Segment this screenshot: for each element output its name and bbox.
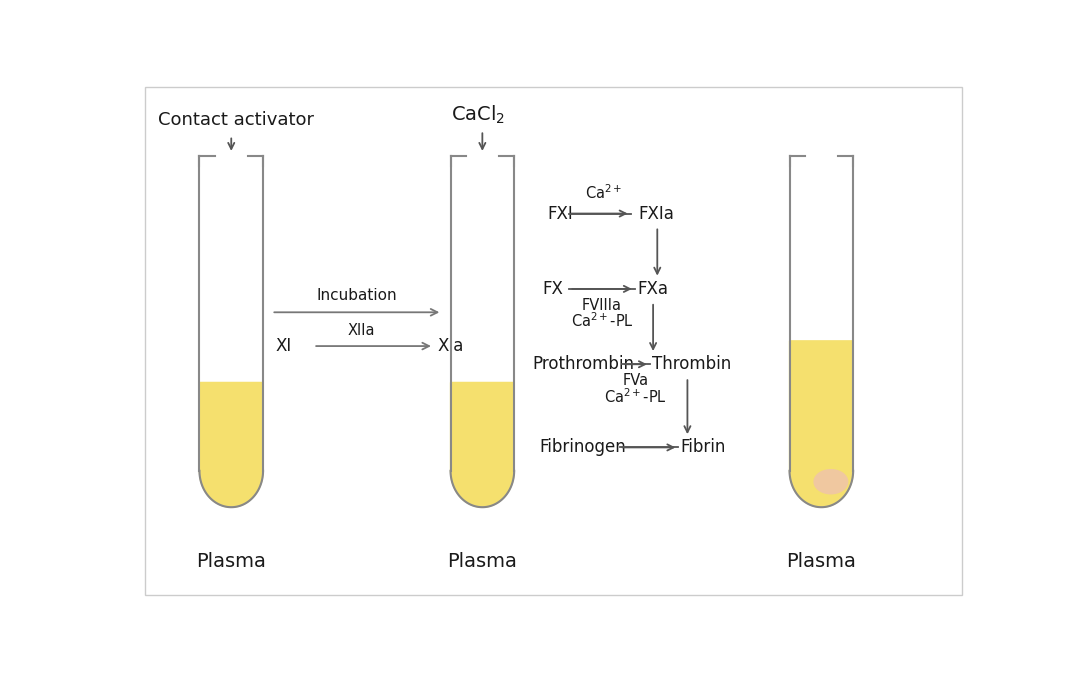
Text: XIIa: XIIa <box>348 323 375 338</box>
Text: Contact activator: Contact activator <box>159 111 314 129</box>
Text: Plasma: Plasma <box>197 552 266 571</box>
Text: FVIIIa: FVIIIa <box>582 298 622 313</box>
Text: Fibrinogen: Fibrinogen <box>539 439 626 456</box>
Polygon shape <box>200 383 264 507</box>
Text: FXa: FXa <box>637 280 669 298</box>
Text: Ca$^{2+}$-PL: Ca$^{2+}$-PL <box>605 387 667 406</box>
Ellipse shape <box>813 469 849 495</box>
Text: XIa: XIa <box>438 337 464 355</box>
Text: Incubation: Incubation <box>316 288 397 303</box>
Text: Thrombin: Thrombin <box>652 355 731 373</box>
Text: Plasma: Plasma <box>447 552 517 571</box>
Text: CaCl$_2$: CaCl$_2$ <box>451 104 505 126</box>
Text: Ca$^{2+}$: Ca$^{2+}$ <box>585 184 622 202</box>
Text: FVa: FVa <box>623 373 649 388</box>
Text: XI: XI <box>275 337 292 355</box>
Text: Fibrin: Fibrin <box>680 439 726 456</box>
Polygon shape <box>450 383 514 507</box>
Text: FX: FX <box>542 280 564 298</box>
Text: FXI: FXI <box>548 205 573 223</box>
Text: Prothrombin: Prothrombin <box>532 355 635 373</box>
Text: Ca$^{2+}$-PL: Ca$^{2+}$-PL <box>570 312 634 331</box>
Text: FXIa: FXIa <box>639 205 675 223</box>
Text: Plasma: Plasma <box>786 552 856 571</box>
Polygon shape <box>789 341 853 507</box>
